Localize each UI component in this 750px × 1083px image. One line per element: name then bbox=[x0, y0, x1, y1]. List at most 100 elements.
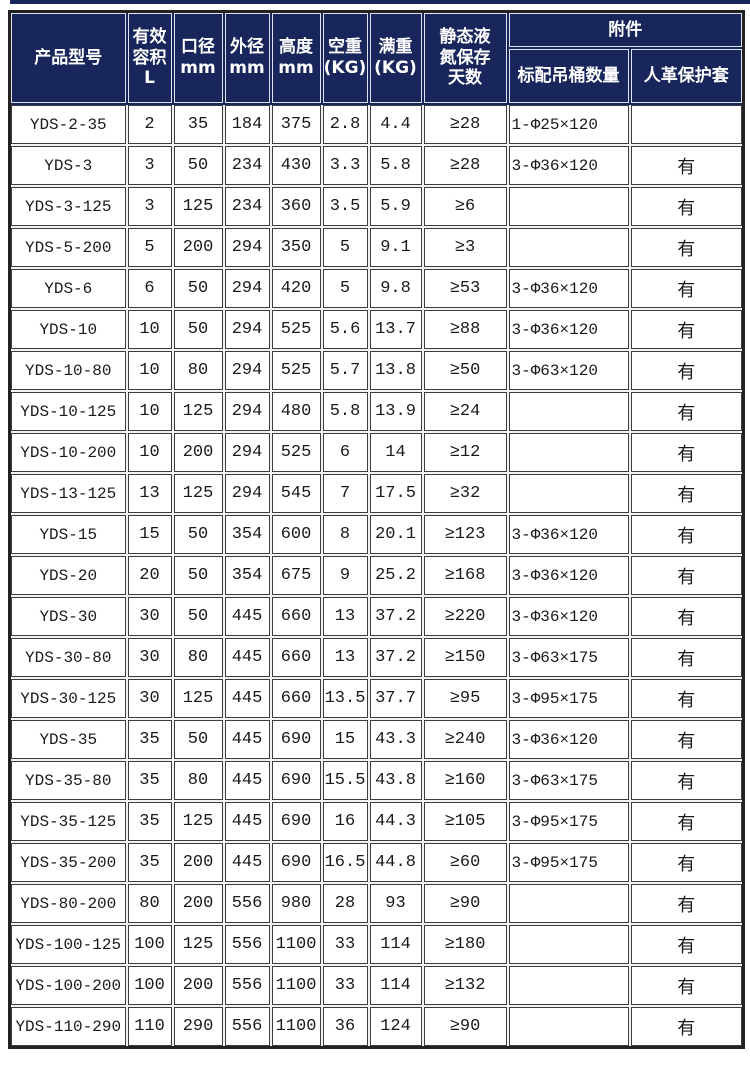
cell-static-days: ≥6 bbox=[421, 185, 509, 228]
cell-effective-volume: 10 bbox=[125, 390, 174, 433]
cell-height: 525 bbox=[269, 349, 323, 392]
cell-full-weight: 124 bbox=[367, 1005, 424, 1049]
cell-bucket-qty: 3-Φ63×175 bbox=[506, 636, 631, 679]
cell-full-weight: 5.8 bbox=[367, 144, 424, 187]
cell-static-days: ≥220 bbox=[421, 595, 509, 638]
cell-static-days: ≥105 bbox=[421, 800, 509, 843]
cell-model: YDS-13-125 bbox=[8, 472, 128, 515]
cell-effective-volume: 80 bbox=[125, 882, 174, 925]
cell-empty-weight: 15.5 bbox=[320, 759, 370, 802]
cell-caliber: 50 bbox=[171, 267, 225, 310]
cell-outer-diameter: 445 bbox=[222, 636, 272, 679]
cell-full-weight: 43.3 bbox=[367, 718, 424, 761]
header-row-top: 产品型号 有效 容积 L 口径 mm 外径 mm 高度 mm 空重 (KG) 满… bbox=[8, 10, 745, 105]
cell-caliber: 50 bbox=[171, 554, 225, 597]
cell-effective-volume: 20 bbox=[125, 554, 174, 597]
cell-leather-cover: 有 bbox=[628, 636, 745, 679]
cell-bucket-qty: 3-Φ36×120 bbox=[506, 144, 631, 187]
cell-leather-cover: 有 bbox=[628, 677, 745, 720]
cell-height: 690 bbox=[269, 841, 323, 884]
table-row: YDS-3 3 50 234 430 3.3 5.8 ≥28 3-Φ36×120 有 bbox=[8, 144, 745, 187]
cell-caliber: 200 bbox=[171, 882, 225, 925]
cell-empty-weight: 33 bbox=[320, 923, 370, 966]
cell-effective-volume: 30 bbox=[125, 636, 174, 679]
cell-effective-volume: 35 bbox=[125, 718, 174, 761]
header-row-sub: 标配吊桶数量 人革保护套 bbox=[10, 47, 745, 105]
cell-caliber: 125 bbox=[171, 800, 225, 843]
cell-static-days: ≥88 bbox=[421, 308, 509, 351]
cell-model: YDS-35-125 bbox=[8, 800, 128, 843]
table-row: YDS-30-125 30 125 445 660 13.5 37.7 ≥95 3-Φ95×17… bbox=[8, 677, 745, 720]
cell-leather-cover: 有 bbox=[628, 964, 745, 1007]
cell-height: 690 bbox=[269, 800, 323, 843]
cell-empty-weight: 5.7 bbox=[320, 349, 370, 392]
cell-model: YDS-20 bbox=[8, 554, 128, 597]
cell-model: YDS-10-125 bbox=[8, 390, 128, 433]
cell-model: YDS-15 bbox=[8, 513, 128, 556]
cell-static-days: ≥28 bbox=[421, 103, 509, 146]
cell-effective-volume: 3 bbox=[125, 185, 174, 228]
table-row: YDS-10-80 10 80 294 525 5.7 13.8 ≥50 3-Φ63×120 有 bbox=[8, 349, 745, 392]
cell-empty-weight: 36 bbox=[320, 1005, 370, 1049]
cell-bucket-qty: 3-Φ95×175 bbox=[506, 841, 631, 884]
cell-height: 360 bbox=[269, 185, 323, 228]
cell-static-days: ≥90 bbox=[421, 882, 509, 925]
cell-effective-volume: 35 bbox=[125, 800, 174, 843]
cell-bucket-qty bbox=[506, 472, 631, 515]
cell-full-weight: 25.2 bbox=[367, 554, 424, 597]
cell-empty-weight: 28 bbox=[320, 882, 370, 925]
cell-outer-diameter: 445 bbox=[222, 595, 272, 638]
cell-static-days: ≥132 bbox=[421, 964, 509, 1007]
cell-height: 690 bbox=[269, 759, 323, 802]
cell-bucket-qty bbox=[506, 964, 631, 1007]
cell-bucket-qty: 3-Φ36×120 bbox=[506, 554, 631, 597]
cell-caliber: 80 bbox=[171, 636, 225, 679]
cell-effective-volume: 2 bbox=[125, 103, 174, 146]
col-header-model: 产品型号 bbox=[8, 10, 128, 105]
cell-static-days: ≥60 bbox=[421, 841, 509, 884]
cell-static-days: ≥150 bbox=[421, 636, 509, 679]
cell-height: 545 bbox=[269, 472, 323, 515]
cell-height: 350 bbox=[269, 226, 323, 269]
cell-outer-diameter: 556 bbox=[222, 882, 272, 925]
cell-empty-weight: 13 bbox=[320, 636, 370, 679]
cell-model: YDS-10-200 bbox=[8, 431, 128, 474]
table-row: YDS-13-125 13 125 294 545 7 17.5 ≥32 有 bbox=[8, 472, 745, 515]
cell-caliber: 50 bbox=[171, 595, 225, 638]
cell-static-days: ≥3 bbox=[421, 226, 509, 269]
cell-effective-volume: 6 bbox=[125, 267, 174, 310]
table-row: YDS-35-125 35 125 445 690 16 44.3 ≥105 3-Φ95×175… bbox=[8, 800, 745, 843]
cell-leather-cover: 有 bbox=[628, 431, 745, 474]
cell-static-days: ≥28 bbox=[421, 144, 509, 187]
table-body: YDS-2-35 2 35 184 375 2.8 4.4 ≥28 1-Φ25×120 YDS-3… bbox=[8, 103, 745, 1049]
cell-static-days: ≥32 bbox=[421, 472, 509, 515]
cell-leather-cover: 有 bbox=[628, 267, 745, 310]
cell-model: YDS-10 bbox=[8, 308, 128, 351]
cell-leather-cover: 有 bbox=[628, 841, 745, 884]
cell-full-weight: 13.9 bbox=[367, 390, 424, 433]
cell-model: YDS-6 bbox=[8, 267, 128, 310]
cell-empty-weight: 13 bbox=[320, 595, 370, 638]
cell-model: YDS-35-80 bbox=[8, 759, 128, 802]
cell-outer-diameter: 445 bbox=[222, 759, 272, 802]
table-row: YDS-5-200 5 200 294 350 5 9.1 ≥3 有 bbox=[8, 226, 745, 269]
cell-bucket-qty bbox=[506, 431, 631, 474]
cell-outer-diameter: 445 bbox=[222, 718, 272, 761]
cell-caliber: 125 bbox=[171, 185, 225, 228]
col-header-outer-diameter: 外径 mm bbox=[222, 10, 272, 105]
col-header-height: 高度 mm bbox=[269, 10, 323, 105]
cell-empty-weight: 3.3 bbox=[320, 144, 370, 187]
cell-caliber: 80 bbox=[171, 759, 225, 802]
cell-outer-diameter: 556 bbox=[222, 964, 272, 1007]
cell-bucket-qty bbox=[506, 1005, 631, 1049]
cell-caliber: 200 bbox=[171, 226, 225, 269]
cell-caliber: 125 bbox=[171, 472, 225, 515]
cell-empty-weight: 7 bbox=[320, 472, 370, 515]
table-row: YDS-6 6 50 294 420 5 9.8 ≥53 3-Φ36×120 有 bbox=[8, 267, 745, 310]
cell-height: 480 bbox=[269, 390, 323, 433]
cell-bucket-qty: 3-Φ63×175 bbox=[506, 759, 631, 802]
cell-leather-cover: 有 bbox=[628, 759, 745, 802]
cell-full-weight: 37.2 bbox=[367, 636, 424, 679]
cell-height: 980 bbox=[269, 882, 323, 925]
col-header-accessories-group: 附件 bbox=[506, 10, 745, 49]
